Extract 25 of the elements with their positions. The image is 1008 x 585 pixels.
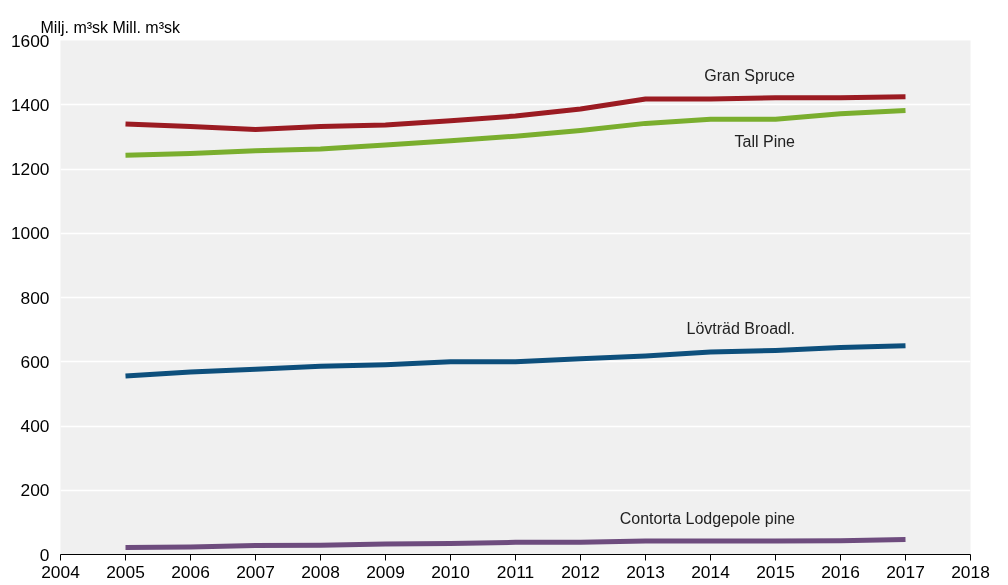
y-tick-label: 400 — [20, 416, 50, 436]
series-label: Lövträd Broadl. — [686, 319, 796, 337]
x-tick-label: 2014 — [691, 561, 731, 582]
x-tick-label: 2006 — [171, 561, 210, 582]
x-tick-label: 2008 — [301, 561, 340, 582]
x-tick-label: 2015 — [756, 561, 795, 582]
x-tick-label: 2013 — [626, 561, 665, 582]
x-tick-label: 2005 — [106, 561, 145, 582]
x-tick-label: 2018 — [951, 561, 990, 582]
series-label: Gran Spruce — [704, 66, 796, 84]
y-tick-label: 200 — [20, 480, 50, 501]
y-tick-label: 600 — [20, 351, 50, 372]
y-tick-label: 1400 — [10, 94, 50, 115]
x-tick-label: 2009 — [366, 561, 405, 582]
x-tick-label: 2007 — [236, 561, 275, 582]
series-label: Contorta Lodgepole pine — [619, 510, 796, 528]
y-tick-label: 1000 — [10, 223, 50, 244]
x-tick-label: 2012 — [561, 561, 600, 582]
series-label: Tall Pine — [734, 133, 796, 151]
x-tick-label: 2016 — [821, 561, 860, 582]
x-tick-label: 2010 — [431, 561, 470, 582]
y-tick-label: 1200 — [10, 159, 50, 179]
x-tick-label: 2011 — [496, 561, 535, 582]
x-tick-label: 2017 — [886, 561, 925, 582]
y-tick-label: 800 — [20, 287, 50, 308]
